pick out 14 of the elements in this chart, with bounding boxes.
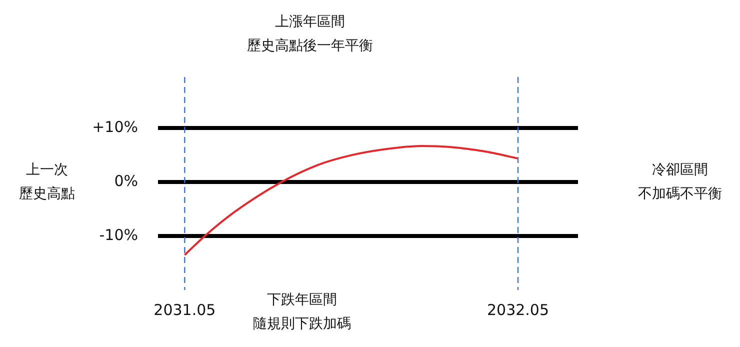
y-tick-label: +10% [92,118,138,136]
text: 歷史高點 [19,185,75,204]
y-tick-label: -10% [99,226,138,244]
text: 冷卻區間 [652,161,708,180]
text: 不加碼不平衡 [638,185,722,204]
x-tick-label: 2031.05 [154,300,216,319]
text: 上一次 [26,161,68,180]
text: 上漲年區間 [275,13,345,32]
text: 隨規則下跌加碼 [253,315,351,334]
text: 下跌年區間 [267,291,337,310]
y-tick-label: 0% [114,172,138,190]
text: 歷史高點後一年平衡 [247,37,373,56]
line-series [184,145,519,256]
x-tick-label: 2032.05 [486,300,550,319]
